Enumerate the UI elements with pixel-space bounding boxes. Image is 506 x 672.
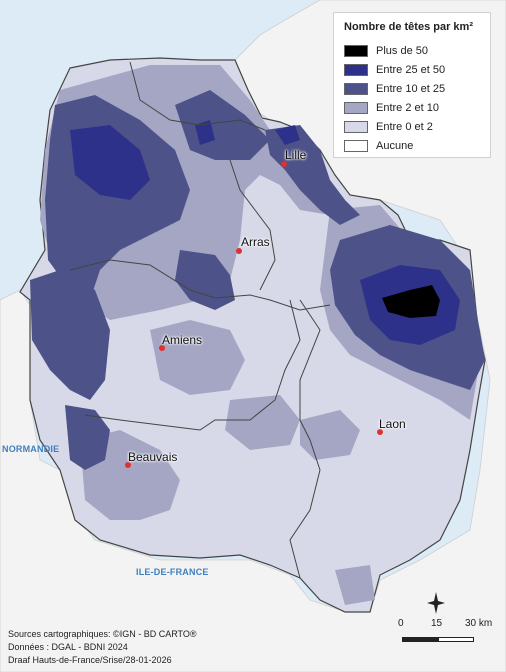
legend-swatch-0-2 bbox=[344, 120, 368, 133]
legend-label: Aucune bbox=[376, 139, 414, 152]
legend-title: Nombre de têtes par km² bbox=[344, 21, 473, 33]
city-dot-lille bbox=[281, 161, 287, 167]
legend-label: Entre 10 et 25 bbox=[376, 82, 446, 95]
city-dot-beauvais bbox=[125, 462, 131, 468]
city-label-amiens: Amiens bbox=[162, 333, 203, 347]
legend-label: Plus de 50 bbox=[376, 44, 428, 57]
scale-segment-light bbox=[438, 637, 474, 642]
zone-2-10-se bbox=[335, 565, 375, 605]
zone-plus-50 bbox=[382, 285, 440, 318]
scale-label-0: 0 bbox=[398, 618, 404, 629]
sources-block: Sources cartographiques: ©IGN - BD CARTO… bbox=[8, 628, 197, 667]
legend-label: Entre 2 et 10 bbox=[376, 101, 439, 114]
city-label-beauvais: Beauvais bbox=[128, 450, 178, 464]
city-label-arras: Arras bbox=[241, 235, 270, 249]
zone-10-25-arras bbox=[175, 250, 235, 310]
scale-label-30: 30 km bbox=[465, 618, 493, 629]
zone-2-10-sw bbox=[225, 395, 300, 450]
region-label-normandie: NORMANDIE bbox=[2, 444, 60, 454]
zone-25-50-c bbox=[275, 125, 300, 145]
legend: Nombre de têtes par km² Plus de 50 Entre… bbox=[333, 12, 491, 158]
city-dot-amiens bbox=[159, 345, 165, 351]
legend-item: Entre 0 et 2 bbox=[344, 117, 480, 136]
city-dot-arras bbox=[236, 248, 242, 254]
scale-bar bbox=[402, 637, 498, 642]
scale-label-15: 15 bbox=[431, 618, 443, 629]
zone-10-25-beauvais bbox=[65, 405, 110, 470]
north-arrow-icon bbox=[427, 592, 445, 614]
legend-swatch-2-10 bbox=[344, 101, 368, 114]
department-borders bbox=[69, 61, 331, 579]
source-line: Draaf Hauts-de-France/Srise/28-01-2026 bbox=[8, 655, 172, 665]
legend-swatch-10-25 bbox=[344, 82, 368, 95]
zone-10-25-coast bbox=[30, 270, 110, 400]
legend-item: Entre 10 et 25 bbox=[344, 79, 480, 98]
city-label-laon: Laon bbox=[379, 417, 406, 431]
zone-10-25-northeast bbox=[175, 90, 270, 160]
city-label-lille: Lille bbox=[285, 148, 307, 162]
source-line: Sources cartographiques: ©IGN - BD CARTO… bbox=[8, 629, 197, 639]
legend-item: Entre 2 et 10 bbox=[344, 98, 480, 117]
region-label-idf: ILE-DE-FRANCE bbox=[136, 567, 209, 577]
zone-2-10-mid bbox=[150, 320, 245, 395]
zone-25-50-b bbox=[195, 120, 215, 145]
source-line: Données : DGAL - BDNI 2024 bbox=[8, 642, 128, 652]
zone-2-10-laon bbox=[300, 410, 360, 460]
legend-label: Entre 25 et 50 bbox=[376, 63, 446, 76]
legend-label: Entre 0 et 2 bbox=[376, 120, 433, 133]
legend-item: Aucune bbox=[344, 136, 480, 155]
legend-swatch-plus-50 bbox=[344, 44, 368, 57]
legend-item: Entre 25 et 50 bbox=[344, 60, 480, 79]
legend-item: Plus de 50 bbox=[344, 41, 480, 60]
legend-swatch-aucune bbox=[344, 139, 368, 152]
zone-25-50-a bbox=[70, 125, 150, 200]
scale-segment-dark bbox=[402, 637, 438, 642]
legend-swatch-25-50 bbox=[344, 63, 368, 76]
city-dot-laon bbox=[377, 429, 383, 435]
zone-10-25-lille bbox=[265, 125, 360, 225]
